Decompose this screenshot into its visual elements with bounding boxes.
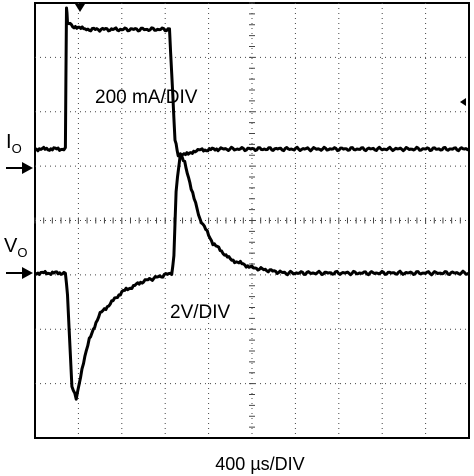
series-line-current bbox=[34, 6, 470, 158]
x-axis-label: 400 µs/DIV bbox=[215, 454, 304, 474]
series-scale-label: 200 mA/DIV bbox=[95, 87, 198, 108]
trigger-marker-icon bbox=[75, 4, 85, 12]
ground-arrow-icon bbox=[22, 267, 33, 279]
series-scale-label: 2V/DIV bbox=[170, 302, 231, 323]
series-name-label: VO bbox=[4, 235, 27, 260]
ground-arrow-icon bbox=[22, 162, 33, 174]
series-layer bbox=[34, 6, 470, 401]
grid bbox=[34, 2, 469, 438]
series-line-voltage bbox=[34, 152, 470, 401]
trigger-level-marker-icon bbox=[460, 98, 466, 106]
series-name-label: IO bbox=[6, 131, 22, 156]
